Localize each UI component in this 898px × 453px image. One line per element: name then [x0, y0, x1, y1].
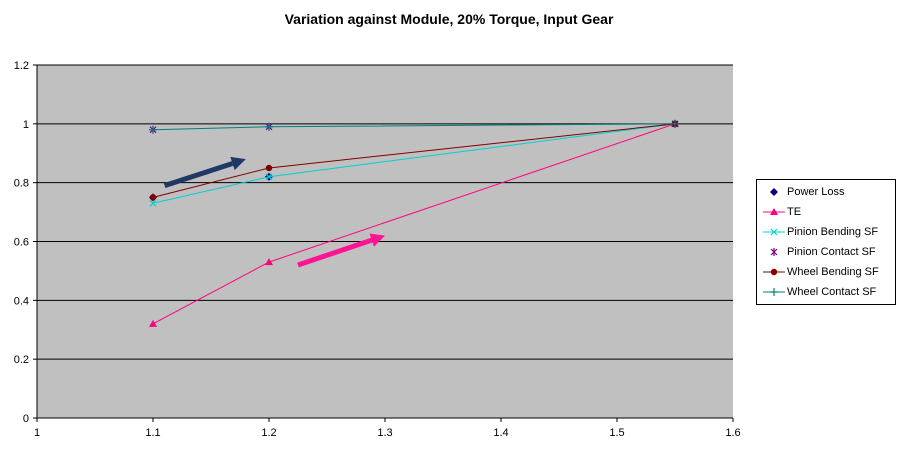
series-wheel-bending-sf: [149, 120, 679, 201]
legend-marker: [770, 188, 778, 196]
legend-label: TE: [787, 206, 802, 218]
legend: Power Loss TE Pinion Bending SF Pinion Cont…: [756, 179, 896, 305]
legend-item: Wheel Contact SF: [761, 282, 895, 302]
legend-marker: [770, 228, 778, 236]
legend-label: Wheel Contact SF: [787, 286, 877, 298]
chart-title: Variation against Module, 20% Torque, In…: [284, 11, 614, 27]
arrow-shaft: [163, 161, 234, 188]
legend-marker: [770, 208, 778, 215]
legend-label: Pinion Bending SF: [787, 226, 879, 238]
series-layer: [149, 119, 679, 327]
legend-key: [763, 268, 785, 276]
x-tick-label: 1.4: [493, 427, 508, 439]
legend-key: [770, 188, 778, 196]
legend-item: Pinion Bending SF: [761, 222, 895, 242]
legend-key: [763, 288, 785, 296]
legend-key: [763, 228, 785, 236]
y-tick-label: 0.6: [14, 237, 29, 249]
data-point: [265, 173, 273, 181]
legend-label: Pinion Contact SF: [787, 246, 876, 258]
data-point: [149, 194, 157, 201]
legend-item: TE: [761, 202, 895, 222]
gridlines: [37, 64, 733, 360]
legend-item: Pinion Contact SF: [761, 242, 895, 262]
legend-marker: [770, 288, 778, 296]
data-point: [265, 164, 273, 172]
y-tick-label: 0: [23, 413, 29, 425]
legend-key: [763, 208, 785, 215]
x-tick-label: 1.5: [609, 427, 624, 439]
y-tick-label: 0.8: [14, 178, 29, 190]
data-point: [671, 119, 679, 128]
x-tick-label: 1.1: [145, 427, 160, 439]
axes: 0 0.2 0.4 0.6 0.8 1 1.2 1 1.1 1.2 1.3 1.4 1.5 1.6: [14, 60, 741, 439]
x-tick-label: 1.6: [725, 427, 740, 439]
data-point: [149, 125, 157, 134]
arrow-shaft: [297, 237, 373, 268]
x-tick-label: 1.3: [377, 427, 392, 439]
arrow-head: [230, 156, 246, 171]
x-tick-label: 1: [34, 427, 40, 439]
legend-marker: [770, 268, 778, 276]
y-tick-label: 0.2: [14, 354, 29, 366]
y-tick-label: 0.4: [14, 295, 29, 307]
trend-arrow: [163, 156, 246, 188]
arrow-head: [369, 233, 385, 247]
y-tick-label: 1: [23, 119, 29, 131]
legend-label: Wheel Bending SF: [787, 266, 879, 278]
series-wheel-contact-sf: [149, 119, 679, 134]
data-point: [149, 319, 157, 327]
y-tick-label: 1.2: [14, 60, 29, 72]
trend-arrow: [297, 233, 385, 268]
legend-key: [770, 248, 778, 256]
annotation-layer: [163, 156, 385, 268]
x-tick-label: 1.2: [261, 427, 276, 439]
legend-item: Wheel Bending SF: [761, 262, 895, 282]
data-point: [265, 258, 273, 266]
legend-label: Power Loss: [787, 186, 845, 198]
legend-marker: [770, 248, 778, 256]
data-point: [149, 199, 157, 207]
legend-item: Power Loss: [761, 182, 895, 202]
data-point: [265, 122, 273, 131]
